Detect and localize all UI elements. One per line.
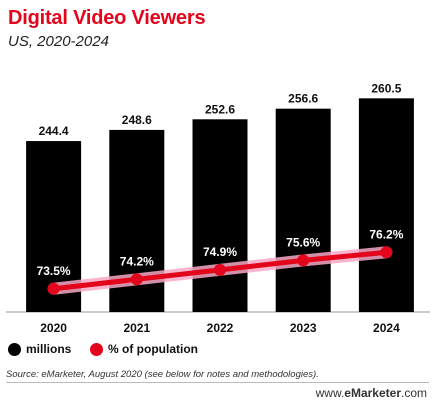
- footer-divider: [6, 382, 429, 383]
- x-tick-label-2021: 2021: [123, 321, 150, 335]
- legend-percent: % of population: [90, 342, 198, 356]
- bar-label-2021: 248.6: [122, 113, 152, 127]
- brand-prefix: www.: [315, 386, 345, 400]
- chart-subtitle: US, 2020-2024: [8, 33, 109, 50]
- brand-name: eMarketer: [344, 386, 401, 400]
- legend-percent-label: % of population: [108, 342, 198, 356]
- line-point-2021: [130, 273, 143, 286]
- line-point-2022: [214, 263, 226, 276]
- bar-label-2022: 252.6: [205, 102, 235, 116]
- legend-percent-swatch: [90, 342, 103, 356]
- x-tick-label-2023: 2023: [290, 321, 317, 335]
- line-point-2023: [297, 254, 310, 267]
- legend-millions-swatch: [8, 342, 21, 356]
- line-label-2021: 74.2%: [120, 254, 154, 268]
- line-label-2024: 76.2%: [369, 227, 403, 241]
- line-label-2022: 74.9%: [203, 245, 237, 259]
- bar-2024: [358, 98, 414, 312]
- legend-millions-label: millions: [26, 342, 72, 356]
- bar-2022: [192, 119, 248, 312]
- bar-2023: [275, 108, 331, 312]
- line-label-2023: 75.6%: [286, 235, 320, 249]
- bar-label-2023: 256.6: [288, 92, 318, 106]
- brand-suffix: .com: [400, 386, 427, 400]
- x-tick-label-2024: 2024: [373, 321, 400, 335]
- brand-link[interactable]: www.eMarketer.com: [316, 386, 427, 400]
- x-tick-label-2020: 2020: [40, 321, 67, 335]
- line-point-2020: [47, 282, 60, 295]
- legend-millions: millions: [8, 342, 71, 356]
- x-tick-label-2022: 2022: [207, 321, 234, 335]
- line-label-2020: 73.5%: [37, 264, 71, 278]
- bar-label-2024: 260.5: [371, 81, 401, 95]
- source-note: Source: eMarketer, August 2020 (see belo…: [6, 369, 319, 380]
- line-point-2024: [380, 246, 393, 259]
- chart-title: Digital Video Viewers: [8, 7, 206, 29]
- bar-label-2020: 244.4: [39, 124, 69, 138]
